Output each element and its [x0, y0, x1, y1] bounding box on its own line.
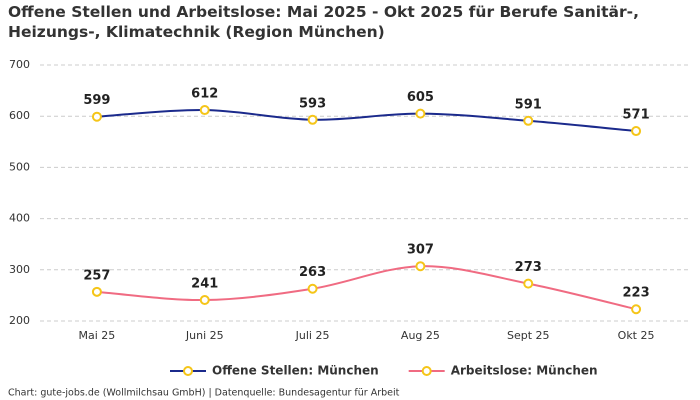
x-tick-label: Sept 25 [507, 329, 550, 342]
series-line [96, 265, 637, 311]
point [307, 114, 318, 125]
y-tick-label: 600 [9, 109, 30, 122]
x-tick-label: Mai 25 [79, 329, 116, 342]
value-label: 273 [515, 260, 542, 275]
value-label: 571 [623, 108, 650, 123]
footer: Chart: gute-jobs.de (Wollmilchsau GmbH) … [8, 388, 400, 399]
y-tick-label: 700 [9, 58, 30, 71]
legend-label: Offene Stellen: München [212, 364, 379, 378]
y-tick-label: 200 [9, 314, 30, 327]
x-tick-label: Aug 25 [401, 329, 440, 342]
legend-marker [183, 366, 193, 376]
x-tick-label: Juli 25 [295, 329, 330, 342]
point [415, 261, 426, 272]
point [415, 108, 426, 119]
point [523, 278, 534, 289]
legend-marker [421, 366, 432, 376]
value-label: 257 [83, 268, 110, 283]
point [631, 304, 642, 315]
point [91, 111, 102, 122]
y-tick-label: 300 [9, 263, 30, 276]
value-label: 241 [191, 277, 218, 292]
point [307, 283, 318, 294]
value-label: 223 [623, 286, 650, 301]
point [199, 295, 210, 306]
y-tick-label: 500 [9, 160, 30, 173]
point [631, 126, 642, 137]
value-label: 599 [83, 93, 110, 108]
x-tick-label: Okt 25 [618, 329, 655, 342]
x-tick-label: Juni 25 [185, 329, 224, 342]
value-label: 263 [299, 265, 326, 280]
series-line [96, 109, 637, 133]
value-label: 612 [191, 87, 218, 102]
value-label: 593 [299, 96, 326, 111]
y-tick-label: 400 [9, 212, 30, 225]
value-label: 605 [407, 90, 434, 105]
chart-title: Offene Stellen und Arbeitslose: Mai 2025… [8, 3, 639, 41]
value-label: 591 [515, 97, 542, 112]
point [523, 115, 534, 126]
point [91, 286, 102, 297]
legend-label: Arbeitslose: München [451, 364, 598, 378]
value-label: 307 [407, 243, 434, 258]
point [199, 105, 210, 116]
